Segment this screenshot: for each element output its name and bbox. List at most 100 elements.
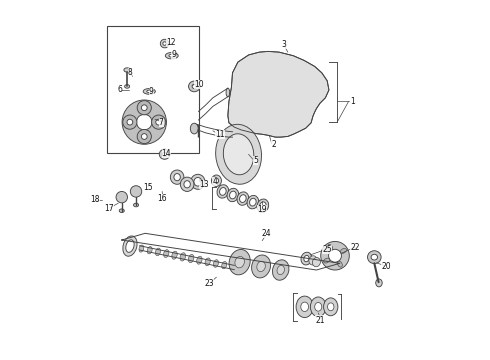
Text: 2: 2 bbox=[271, 140, 276, 149]
Ellipse shape bbox=[188, 255, 194, 263]
Ellipse shape bbox=[174, 174, 180, 181]
Ellipse shape bbox=[139, 245, 144, 252]
Text: 1: 1 bbox=[350, 97, 355, 106]
Ellipse shape bbox=[205, 258, 210, 266]
Circle shape bbox=[329, 249, 342, 262]
Ellipse shape bbox=[341, 248, 346, 253]
Text: 13: 13 bbox=[199, 180, 209, 189]
Ellipse shape bbox=[180, 177, 194, 192]
Ellipse shape bbox=[124, 68, 130, 72]
Ellipse shape bbox=[147, 90, 152, 93]
Text: 24: 24 bbox=[262, 229, 271, 238]
Text: 21: 21 bbox=[315, 315, 325, 324]
Ellipse shape bbox=[119, 209, 124, 212]
Ellipse shape bbox=[184, 181, 190, 188]
Ellipse shape bbox=[159, 149, 170, 159]
Ellipse shape bbox=[327, 303, 334, 311]
Ellipse shape bbox=[272, 260, 289, 280]
Ellipse shape bbox=[134, 203, 139, 207]
Ellipse shape bbox=[323, 258, 330, 263]
Ellipse shape bbox=[376, 279, 382, 287]
Ellipse shape bbox=[180, 253, 186, 261]
Ellipse shape bbox=[116, 192, 127, 203]
Ellipse shape bbox=[169, 54, 174, 57]
Ellipse shape bbox=[313, 257, 320, 267]
Ellipse shape bbox=[194, 177, 202, 186]
Ellipse shape bbox=[147, 247, 152, 254]
Ellipse shape bbox=[216, 124, 262, 184]
Ellipse shape bbox=[240, 195, 246, 202]
Circle shape bbox=[123, 115, 137, 129]
Ellipse shape bbox=[155, 248, 161, 256]
Ellipse shape bbox=[213, 260, 219, 267]
Ellipse shape bbox=[235, 256, 245, 268]
Text: 6: 6 bbox=[118, 85, 122, 94]
Text: 23: 23 bbox=[204, 279, 214, 288]
Ellipse shape bbox=[143, 89, 155, 94]
Ellipse shape bbox=[165, 53, 178, 59]
Ellipse shape bbox=[226, 88, 230, 97]
Circle shape bbox=[122, 100, 167, 144]
Polygon shape bbox=[228, 51, 329, 137]
Text: 9: 9 bbox=[171, 50, 176, 59]
Text: 18: 18 bbox=[90, 195, 100, 204]
Ellipse shape bbox=[249, 198, 256, 206]
Text: 8: 8 bbox=[127, 68, 132, 77]
Ellipse shape bbox=[123, 236, 137, 256]
Text: 12: 12 bbox=[166, 37, 175, 46]
Ellipse shape bbox=[163, 42, 167, 45]
Text: 11: 11 bbox=[215, 130, 225, 139]
Ellipse shape bbox=[323, 298, 338, 316]
Ellipse shape bbox=[247, 195, 259, 209]
Ellipse shape bbox=[251, 255, 270, 278]
Ellipse shape bbox=[191, 174, 205, 189]
Circle shape bbox=[137, 114, 152, 130]
Text: 5: 5 bbox=[253, 156, 258, 165]
Ellipse shape bbox=[338, 261, 343, 267]
Text: 4: 4 bbox=[212, 177, 217, 186]
Circle shape bbox=[142, 134, 147, 139]
Ellipse shape bbox=[126, 240, 134, 252]
Ellipse shape bbox=[230, 263, 235, 270]
Circle shape bbox=[137, 101, 151, 115]
Ellipse shape bbox=[195, 124, 198, 131]
Ellipse shape bbox=[371, 254, 377, 260]
Text: 19: 19 bbox=[257, 205, 267, 214]
Ellipse shape bbox=[304, 256, 309, 262]
Ellipse shape bbox=[309, 256, 317, 265]
Ellipse shape bbox=[328, 244, 333, 250]
Text: 20: 20 bbox=[381, 262, 391, 271]
Ellipse shape bbox=[315, 302, 322, 311]
Ellipse shape bbox=[214, 178, 219, 183]
Ellipse shape bbox=[257, 199, 269, 212]
Text: 7: 7 bbox=[159, 118, 164, 127]
Circle shape bbox=[137, 130, 151, 144]
Ellipse shape bbox=[301, 252, 312, 265]
Ellipse shape bbox=[257, 261, 266, 271]
Ellipse shape bbox=[163, 152, 167, 156]
Ellipse shape bbox=[130, 186, 142, 197]
Ellipse shape bbox=[296, 296, 313, 318]
Bar bbox=[107, 26, 198, 153]
Ellipse shape bbox=[160, 39, 169, 48]
Ellipse shape bbox=[237, 192, 249, 205]
Ellipse shape bbox=[192, 84, 196, 89]
Circle shape bbox=[156, 119, 162, 125]
Ellipse shape bbox=[310, 297, 326, 317]
Ellipse shape bbox=[301, 302, 309, 311]
Text: 15: 15 bbox=[143, 183, 153, 192]
Ellipse shape bbox=[124, 85, 130, 88]
Ellipse shape bbox=[220, 188, 226, 195]
Ellipse shape bbox=[211, 175, 221, 186]
Text: 14: 14 bbox=[162, 149, 171, 158]
Text: 17: 17 bbox=[104, 204, 114, 213]
Text: 3: 3 bbox=[282, 40, 287, 49]
Circle shape bbox=[127, 119, 133, 125]
Ellipse shape bbox=[189, 81, 200, 92]
Ellipse shape bbox=[222, 261, 227, 269]
Ellipse shape bbox=[229, 191, 236, 199]
Ellipse shape bbox=[277, 265, 284, 275]
Circle shape bbox=[151, 115, 166, 129]
Text: 10: 10 bbox=[194, 80, 203, 89]
Ellipse shape bbox=[223, 134, 254, 175]
